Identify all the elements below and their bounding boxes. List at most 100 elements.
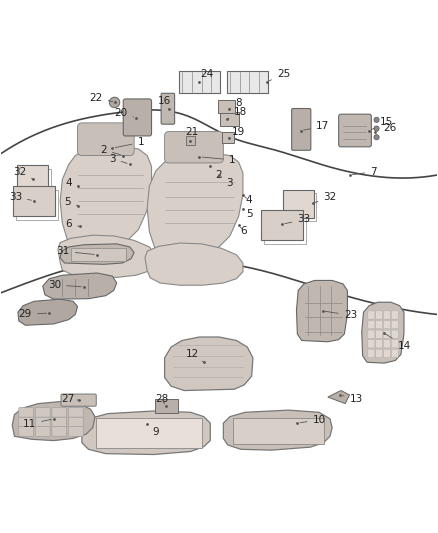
FancyBboxPatch shape — [376, 330, 383, 338]
Polygon shape — [223, 410, 332, 450]
FancyBboxPatch shape — [283, 190, 314, 218]
Polygon shape — [60, 244, 134, 264]
FancyBboxPatch shape — [391, 320, 398, 329]
Circle shape — [374, 117, 379, 123]
FancyBboxPatch shape — [391, 340, 398, 348]
Text: 14: 14 — [386, 334, 410, 351]
FancyBboxPatch shape — [68, 417, 83, 426]
Polygon shape — [12, 401, 95, 441]
FancyBboxPatch shape — [384, 330, 391, 338]
FancyBboxPatch shape — [384, 320, 391, 329]
FancyBboxPatch shape — [376, 340, 383, 348]
FancyBboxPatch shape — [368, 330, 375, 338]
FancyBboxPatch shape — [19, 417, 34, 426]
Circle shape — [374, 126, 379, 131]
Text: 33: 33 — [285, 214, 311, 224]
Text: 7: 7 — [352, 167, 377, 176]
Polygon shape — [328, 391, 350, 403]
Text: 30: 30 — [48, 280, 81, 290]
FancyBboxPatch shape — [261, 210, 303, 239]
FancyBboxPatch shape — [68, 408, 83, 417]
FancyBboxPatch shape — [368, 311, 375, 319]
Text: 1: 1 — [202, 155, 235, 165]
Polygon shape — [193, 358, 215, 371]
FancyBboxPatch shape — [61, 394, 96, 406]
Text: 21: 21 — [185, 127, 199, 141]
FancyBboxPatch shape — [376, 349, 383, 358]
Text: 32: 32 — [315, 192, 337, 203]
FancyBboxPatch shape — [161, 93, 175, 124]
FancyBboxPatch shape — [186, 136, 194, 145]
Text: 12: 12 — [186, 350, 204, 362]
Polygon shape — [297, 280, 347, 342]
FancyBboxPatch shape — [78, 123, 134, 156]
Circle shape — [110, 97, 120, 108]
FancyBboxPatch shape — [384, 340, 391, 348]
Text: 24: 24 — [199, 69, 213, 82]
FancyBboxPatch shape — [384, 349, 391, 358]
FancyBboxPatch shape — [376, 311, 383, 319]
Polygon shape — [145, 243, 243, 285]
FancyBboxPatch shape — [220, 112, 239, 126]
Text: 15: 15 — [371, 117, 393, 130]
FancyBboxPatch shape — [35, 426, 50, 436]
FancyBboxPatch shape — [292, 109, 311, 150]
Text: 6: 6 — [66, 219, 80, 229]
Text: 6: 6 — [240, 226, 247, 236]
Text: 33: 33 — [9, 192, 31, 202]
FancyBboxPatch shape — [227, 71, 268, 93]
FancyBboxPatch shape — [376, 320, 383, 329]
Polygon shape — [43, 273, 117, 299]
FancyBboxPatch shape — [391, 330, 398, 338]
FancyBboxPatch shape — [233, 418, 324, 443]
FancyBboxPatch shape — [35, 417, 50, 426]
Text: 5: 5 — [64, 197, 78, 207]
Text: 9: 9 — [147, 424, 159, 437]
Text: 28: 28 — [155, 394, 168, 404]
Circle shape — [374, 135, 379, 140]
FancyBboxPatch shape — [391, 349, 398, 358]
Text: 19: 19 — [229, 126, 245, 138]
FancyBboxPatch shape — [96, 418, 202, 448]
FancyBboxPatch shape — [223, 132, 234, 143]
Text: 10: 10 — [300, 415, 326, 425]
FancyBboxPatch shape — [391, 311, 398, 319]
Text: 31: 31 — [57, 246, 94, 256]
Text: 17: 17 — [304, 122, 329, 131]
Text: 26: 26 — [378, 123, 396, 133]
Text: 18: 18 — [227, 107, 247, 119]
FancyBboxPatch shape — [68, 426, 83, 436]
FancyBboxPatch shape — [19, 408, 34, 417]
Text: 8: 8 — [229, 98, 242, 109]
FancyBboxPatch shape — [339, 114, 371, 147]
FancyBboxPatch shape — [52, 426, 67, 436]
Polygon shape — [147, 154, 243, 256]
Text: 29: 29 — [19, 309, 46, 319]
FancyBboxPatch shape — [384, 311, 391, 319]
Polygon shape — [165, 337, 253, 391]
Text: 3: 3 — [109, 154, 127, 164]
FancyBboxPatch shape — [179, 71, 220, 93]
Polygon shape — [82, 411, 210, 455]
Text: 4: 4 — [245, 196, 252, 205]
Text: 3: 3 — [221, 176, 233, 188]
FancyBboxPatch shape — [368, 340, 375, 348]
Polygon shape — [58, 235, 156, 277]
Polygon shape — [362, 302, 404, 363]
FancyBboxPatch shape — [19, 426, 34, 436]
FancyBboxPatch shape — [368, 349, 375, 358]
FancyBboxPatch shape — [218, 100, 235, 113]
Polygon shape — [18, 299, 78, 325]
FancyBboxPatch shape — [52, 417, 67, 426]
FancyBboxPatch shape — [123, 99, 152, 136]
FancyBboxPatch shape — [71, 248, 126, 261]
Text: 1: 1 — [115, 138, 144, 148]
Text: 25: 25 — [269, 69, 290, 81]
FancyBboxPatch shape — [368, 320, 375, 329]
FancyBboxPatch shape — [35, 408, 50, 417]
FancyBboxPatch shape — [18, 165, 48, 193]
FancyBboxPatch shape — [13, 186, 55, 215]
Text: 4: 4 — [66, 177, 78, 188]
Text: 32: 32 — [13, 167, 33, 179]
Text: 23: 23 — [325, 310, 357, 320]
